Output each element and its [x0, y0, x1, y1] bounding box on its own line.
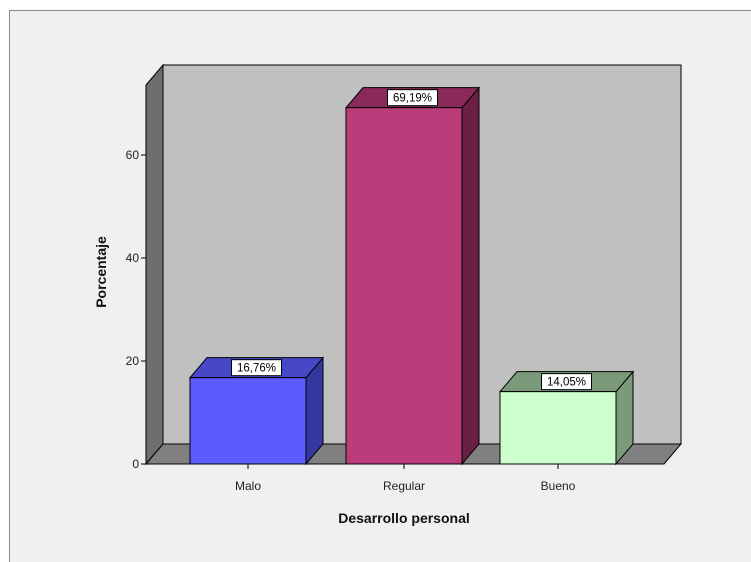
bar-side	[461, 86, 480, 466]
x-tick-label: Malo	[235, 479, 261, 493]
y-tick-label: 60	[126, 148, 140, 162]
data-label-malo: 16,76%	[231, 359, 282, 377]
bar-regular	[344, 86, 481, 466]
data-label-text: 16,76%	[237, 363, 276, 375]
x-axis: Malo Regular Bueno	[235, 464, 576, 493]
x-tick-label: Bueno	[541, 479, 576, 493]
bar-malo	[188, 356, 325, 466]
bar-front	[345, 107, 463, 465]
y-axis-title: Porcentaje	[93, 236, 109, 308]
data-label-text: 69,19%	[393, 93, 432, 105]
side-wall	[145, 63, 164, 466]
y-axis: 0 20 40 60	[126, 148, 146, 471]
data-label-regular: 69,19%	[387, 89, 438, 107]
data-label-box	[387, 89, 438, 107]
chart-bars: 16,76% 69,19% 14,05%	[188, 86, 635, 466]
x-axis-title: Desarrollo personal	[338, 510, 470, 526]
bar-front	[189, 377, 307, 465]
y-tick-label: 40	[126, 251, 140, 265]
data-label-box	[541, 373, 592, 391]
bar-bueno	[498, 370, 635, 466]
data-label-bueno: 14,05%	[541, 373, 592, 391]
bar-front	[499, 391, 617, 465]
y-tick-label: 0	[132, 457, 139, 471]
x-tick-label: Regular	[383, 479, 425, 493]
y-tick-label: 20	[126, 354, 140, 368]
data-label-box	[231, 359, 282, 377]
data-label-text: 14,05%	[547, 377, 586, 389]
